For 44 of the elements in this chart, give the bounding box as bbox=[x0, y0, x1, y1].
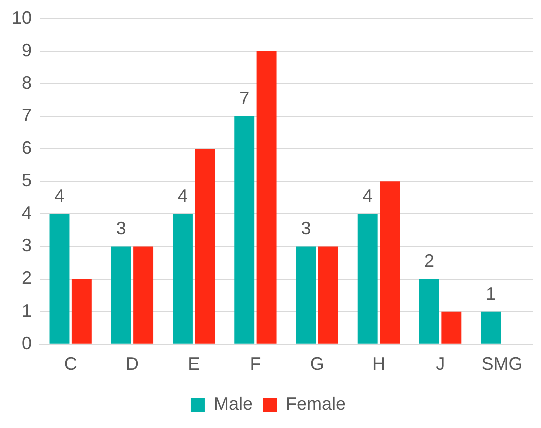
y-tick-label: 9 bbox=[22, 40, 32, 60]
bar bbox=[318, 246, 338, 344]
data-label: 3 bbox=[116, 218, 126, 239]
bar bbox=[442, 312, 462, 344]
data-label: 4 bbox=[178, 186, 188, 206]
data-label: 3 bbox=[301, 218, 312, 239]
x-tick-label: D bbox=[126, 354, 139, 374]
bar bbox=[72, 279, 92, 344]
x-tick-label: F bbox=[250, 354, 262, 374]
y-tick-label: 6 bbox=[22, 138, 32, 158]
bar bbox=[380, 182, 400, 344]
bar bbox=[481, 312, 502, 344]
data-label: 2 bbox=[424, 251, 434, 272]
bar bbox=[195, 149, 216, 344]
bar bbox=[256, 51, 277, 344]
y-tick-label: 2 bbox=[22, 268, 32, 288]
data-label: 4 bbox=[362, 186, 373, 206]
x-tick-label: E bbox=[188, 354, 200, 374]
bar bbox=[50, 214, 70, 344]
x-tick-label: H bbox=[372, 354, 386, 374]
bar bbox=[358, 214, 378, 344]
y-tick-label: 10 bbox=[12, 8, 32, 28]
bar bbox=[419, 279, 440, 344]
data-label: 4 bbox=[54, 186, 65, 206]
bar bbox=[296, 246, 316, 344]
data-label: 1 bbox=[486, 284, 496, 304]
y-tick-label: 0 bbox=[22, 333, 32, 354]
x-tick-label: J bbox=[436, 354, 446, 374]
y-tick-label: 4 bbox=[22, 203, 32, 224]
y-tick-label: 7 bbox=[22, 105, 32, 126]
bar bbox=[134, 246, 154, 344]
y-tick-label: 1 bbox=[22, 300, 32, 321]
y-tick-label: 3 bbox=[22, 236, 32, 256]
bar bbox=[234, 116, 255, 344]
x-tick-label: C bbox=[64, 354, 78, 374]
bar bbox=[111, 246, 132, 344]
legend-label: Male bbox=[214, 394, 253, 414]
x-tick-label: SMG bbox=[482, 354, 523, 374]
x-tick-label: G bbox=[310, 354, 324, 374]
legend-label: Female bbox=[286, 394, 346, 414]
y-tick-label: 5 bbox=[22, 170, 32, 191]
data-label: 7 bbox=[240, 88, 250, 108]
y-tick-label: 8 bbox=[22, 72, 32, 93]
bar bbox=[173, 214, 193, 344]
